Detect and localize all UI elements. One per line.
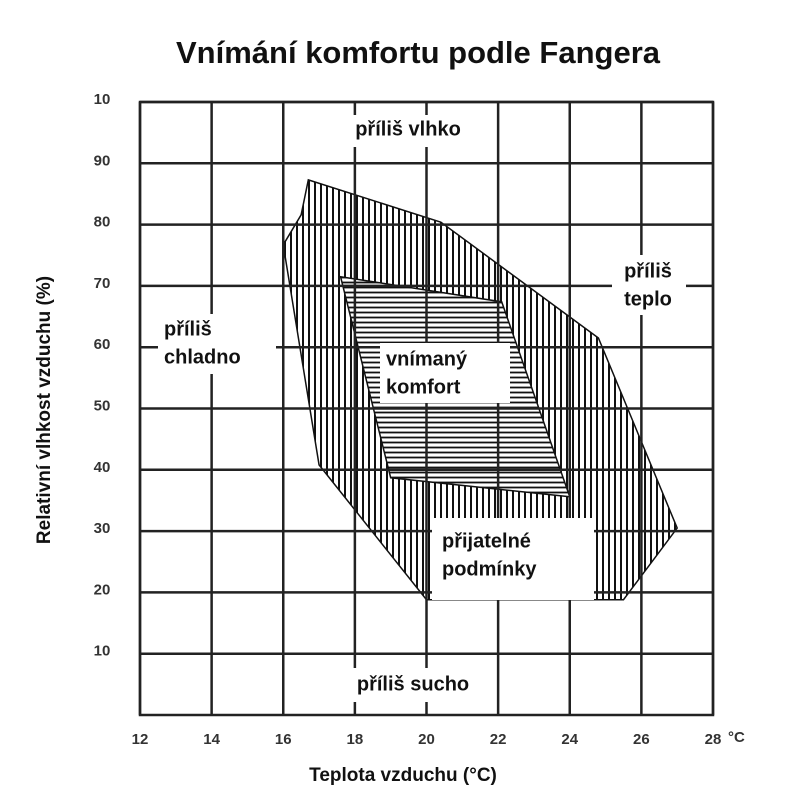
- y-tick-label: 10: [94, 91, 111, 108]
- y-tick-label: 80: [94, 214, 111, 231]
- x-tick-label: 12: [132, 731, 149, 748]
- label-box: [335, 115, 481, 147]
- x-tick-label: 20: [418, 731, 435, 748]
- annotation: vnímaný: [386, 348, 468, 370]
- annotation: komfort: [386, 376, 461, 398]
- x-tick-label: 28: [705, 731, 722, 748]
- y-tick-label: 90: [94, 152, 111, 169]
- y-tick-label: 30: [94, 520, 111, 537]
- annotation: podmínky: [442, 558, 537, 580]
- x-tick-label: 26: [633, 731, 650, 748]
- label-box: [380, 343, 510, 403]
- annotation: přijatelné: [442, 530, 531, 552]
- y-axis-label: Relativní vlhkost vzduchu (%): [34, 276, 55, 544]
- y-tick-label: 60: [94, 336, 111, 353]
- annotation: příliš vlhko: [355, 118, 461, 140]
- y-tick-label: 10: [94, 643, 111, 660]
- annotation: teplo: [624, 288, 672, 310]
- chart-title: Vnímání komfortu podle Fangera: [176, 35, 661, 70]
- label-box: [158, 314, 276, 374]
- x-tick-label: 14: [203, 731, 220, 748]
- label-box: [612, 255, 686, 315]
- annotation: chladno: [164, 346, 241, 368]
- x-tick-label: 24: [561, 731, 578, 748]
- label-box: [335, 668, 491, 702]
- x-tick-label: 22: [490, 731, 507, 748]
- x-axis-label: Teplota vzduchu (°C): [309, 765, 497, 786]
- x-unit: °C: [728, 729, 745, 746]
- x-tick-label: 18: [347, 731, 364, 748]
- annotation: příliš: [624, 260, 672, 282]
- y-tick-label: 20: [94, 581, 111, 598]
- label-box: [432, 518, 594, 600]
- annotation: příliš: [164, 318, 212, 340]
- y-tick-label: 70: [94, 275, 111, 292]
- y-tick-label: 40: [94, 459, 111, 476]
- x-tick-label: 16: [275, 731, 292, 748]
- y-tick-label: 50: [94, 397, 111, 414]
- annotation: příliš sucho: [357, 673, 469, 695]
